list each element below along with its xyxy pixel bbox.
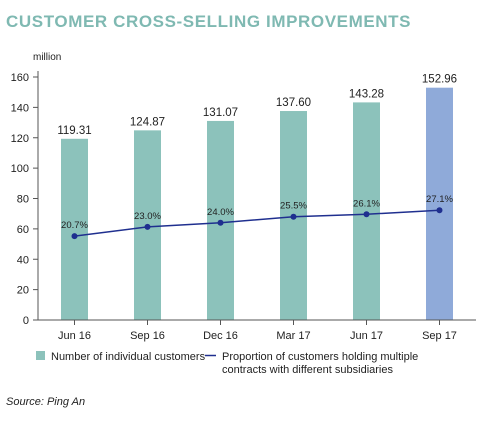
- y-tick-label: 80: [17, 194, 29, 206]
- y-tick-label: 100: [11, 163, 29, 175]
- proportion-line-path: [74, 209, 440, 237]
- bar-value-label: 124.87: [130, 116, 165, 128]
- bar-value-label: 143.28: [349, 88, 384, 100]
- x-tick-label: Jun 16: [58, 330, 91, 342]
- proportion-value-label: 20.7%: [61, 220, 88, 231]
- y-tick-label: 40: [17, 254, 29, 266]
- data-labels: 119.31 124.87 131.07 137.60 143.28 152.96 20.7…: [57, 74, 457, 231]
- legend-bar-label: Number of individual customers: [51, 351, 206, 363]
- proportion-point: [144, 223, 151, 230]
- bar-jun-16: [61, 138, 88, 320]
- proportion-point: [71, 233, 78, 240]
- y-tick-label: 60: [17, 224, 29, 236]
- bars: [61, 87, 453, 321]
- bar-sep-17: [426, 87, 453, 320]
- x-tick-label: Jun 17: [350, 330, 383, 342]
- proportion-value-label: 25.5%: [280, 201, 307, 212]
- legend-line-label: Proportion of customers holding multiple: [222, 351, 418, 363]
- bar-value-label: 137.60: [276, 97, 311, 109]
- legend-line-label: contracts with different subsidiaries: [222, 364, 393, 376]
- proportion-value-label: 23.0%: [134, 211, 161, 222]
- x-axis-ticks: Jun 16 Sep 16 Dec 16 Mar 17 Jun 17 Sep 17: [58, 320, 457, 342]
- source-note: Source: Ping An: [6, 396, 86, 408]
- y-tick-label: 0: [23, 315, 29, 327]
- x-tick-label: Dec 16: [203, 330, 238, 342]
- y-axis-label: million: [33, 52, 61, 63]
- proportion-value-label: 26.1%: [353, 198, 380, 209]
- y-tick-label: 20: [17, 285, 29, 297]
- proportion-point: [436, 207, 443, 214]
- x-tick-label: Sep 17: [422, 330, 457, 342]
- bar-value-label: 131.07: [203, 107, 238, 119]
- y-axis-ticks: million 0 20 40 60 80 100 120 140 160: [11, 52, 62, 327]
- y-tick-label: 160: [11, 72, 29, 84]
- proportion-point: [363, 211, 370, 218]
- bar-value-label: 119.31: [57, 125, 91, 137]
- x-tick-label: Sep 16: [130, 330, 165, 342]
- y-tick-label: 120: [11, 133, 29, 145]
- proportion-value-label: 24.0%: [207, 207, 234, 218]
- x-tick-label: Mar 17: [276, 330, 310, 342]
- axes: [37, 71, 476, 321]
- legend: Number of individual customers Proportion…: [36, 351, 418, 376]
- bar-jun-17: [353, 102, 380, 321]
- y-tick-label: 140: [11, 102, 29, 114]
- proportion-value-label: 27.1%: [426, 194, 453, 205]
- bar-value-label: 152.96: [422, 74, 457, 86]
- proportion-point: [290, 213, 297, 220]
- chart-title: CUSTOMER CROSS-SELLING IMPROVEMENTS: [6, 12, 412, 31]
- proportion-point: [217, 219, 224, 226]
- legend-bar-swatch: [36, 351, 45, 360]
- proportion-line: [71, 207, 443, 240]
